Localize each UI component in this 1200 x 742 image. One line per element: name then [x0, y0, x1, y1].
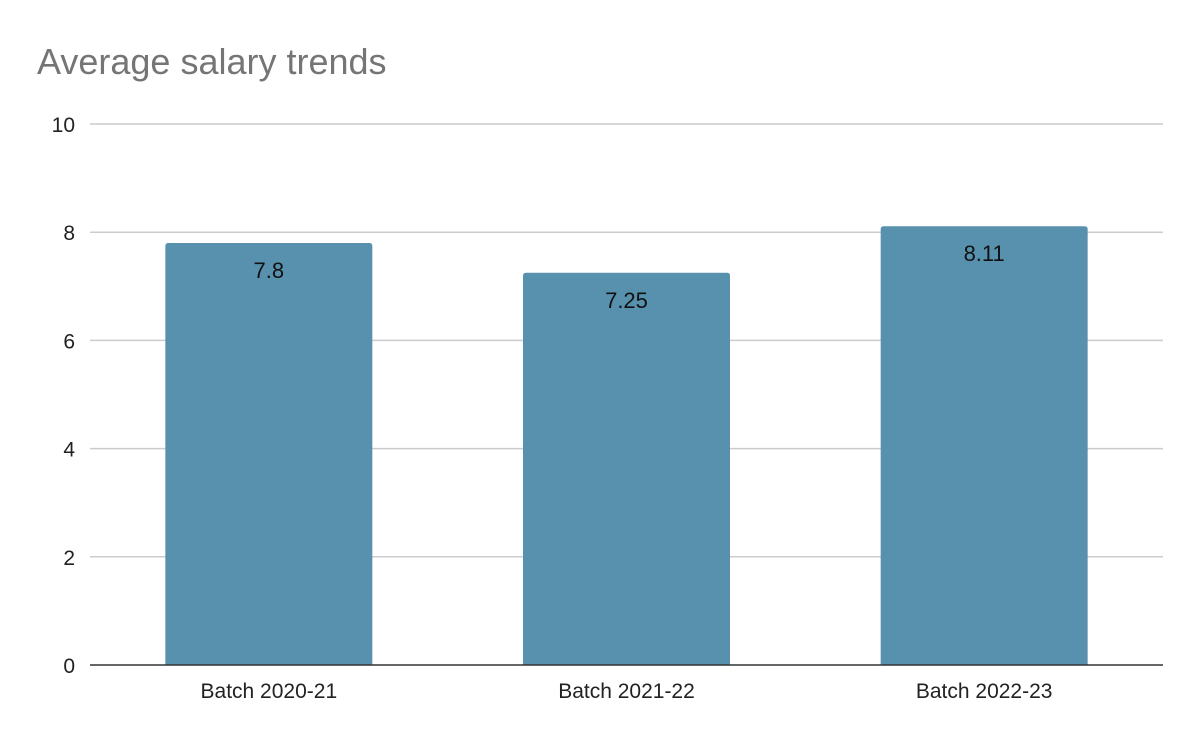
x-tick-label: Batch 2020-21	[201, 680, 338, 703]
bar	[880, 226, 1088, 665]
bars	[165, 226, 1088, 665]
y-axis-ticks: 0 2 4 6 8 10	[52, 114, 76, 678]
data-label: 8.11	[964, 241, 1005, 266]
bar	[165, 243, 373, 665]
y-tick-label: 0	[63, 655, 75, 678]
y-tick-label: 4	[63, 439, 75, 462]
y-tick-label: 2	[63, 547, 75, 570]
chart-title: Average salary trends	[37, 41, 387, 82]
data-label: 7.8	[254, 258, 285, 283]
x-axis-ticks: Batch 2020-21 Batch 2021-22 Batch 2022-23	[201, 680, 1053, 703]
data-labels: 7.8 7.25 8.11	[254, 241, 1005, 313]
bar	[523, 272, 730, 665]
x-tick-label: Batch 2021-22	[558, 680, 695, 703]
y-tick-label: 6	[63, 330, 75, 353]
y-tick-label: 8	[63, 222, 75, 245]
x-tick-label: Batch 2022-23	[916, 680, 1053, 703]
data-label: 7.25	[605, 288, 648, 313]
y-tick-label: 10	[52, 114, 75, 137]
